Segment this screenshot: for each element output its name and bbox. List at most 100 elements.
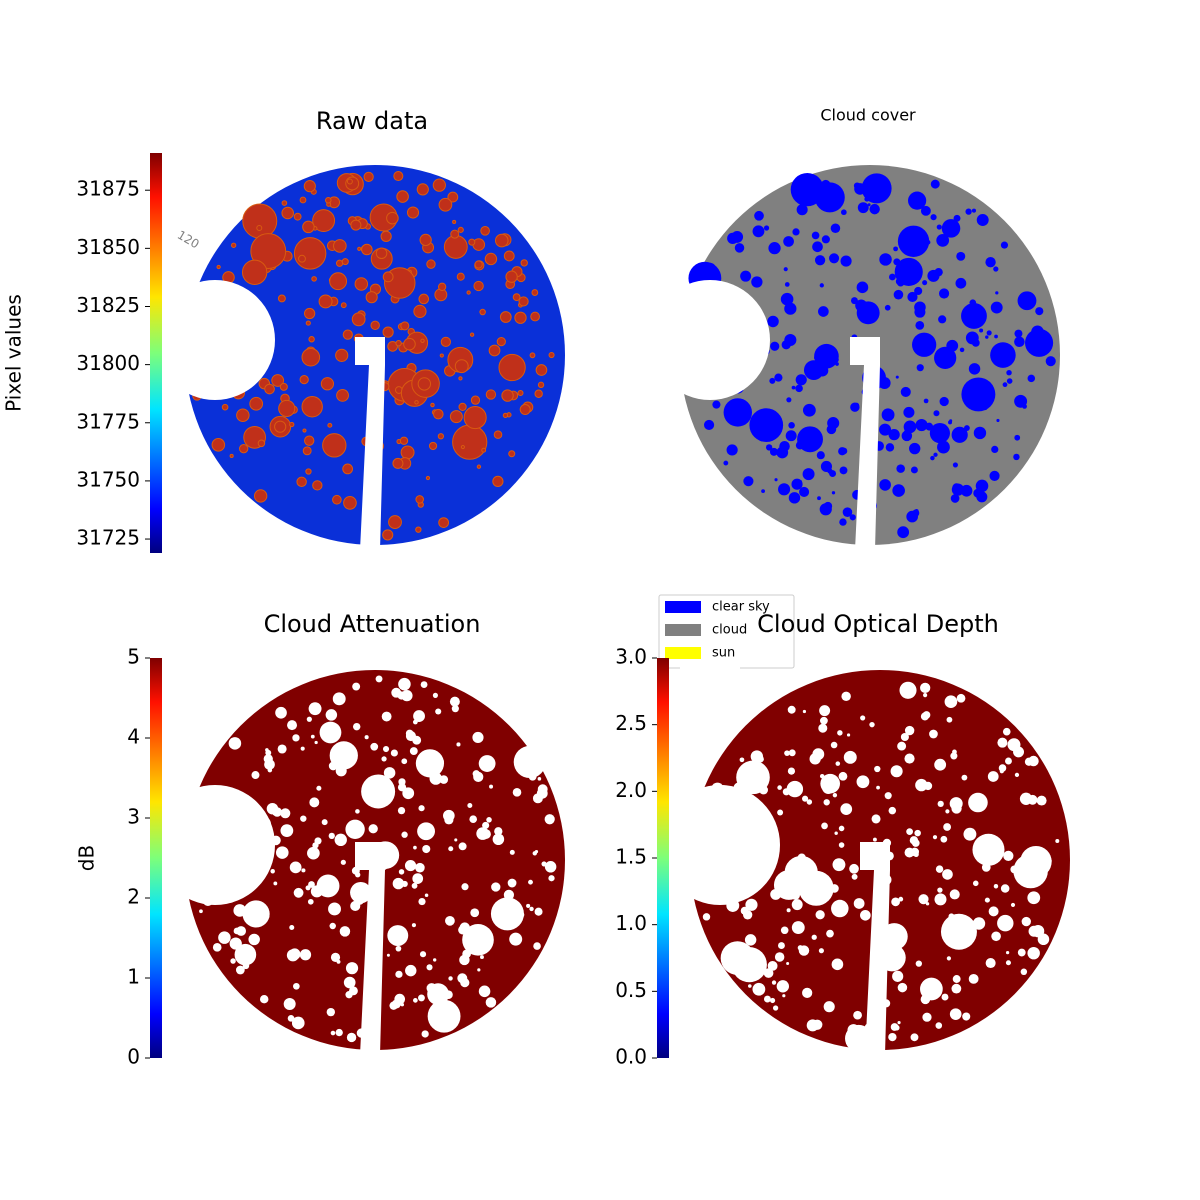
patch — [494, 233, 509, 248]
patch — [530, 311, 540, 322]
patch — [326, 1007, 335, 1017]
patch — [477, 968, 481, 972]
patch — [841, 691, 851, 702]
patch — [293, 982, 300, 990]
patch — [409, 747, 418, 755]
patch — [392, 457, 404, 469]
patch — [460, 444, 465, 450]
patch — [918, 894, 929, 905]
patch — [343, 976, 356, 989]
patch — [392, 877, 405, 890]
patch — [993, 266, 999, 272]
patch — [418, 293, 430, 305]
patch — [1017, 948, 1026, 957]
patch — [797, 945, 804, 951]
patch — [373, 796, 380, 804]
patch — [777, 809, 784, 816]
colorbar — [150, 153, 162, 553]
patch — [846, 733, 851, 737]
patch — [907, 291, 918, 303]
patch — [827, 417, 840, 430]
patch — [912, 332, 937, 357]
patch — [740, 906, 749, 915]
patch — [239, 443, 249, 454]
patch — [782, 994, 786, 998]
patch — [370, 320, 380, 331]
patch — [476, 464, 482, 469]
patch — [839, 466, 848, 475]
patch — [879, 479, 891, 491]
patch — [293, 237, 327, 270]
patch — [923, 398, 929, 404]
patch — [489, 784, 494, 789]
patch — [259, 994, 269, 1004]
patch — [899, 681, 917, 699]
patch — [937, 887, 943, 893]
patch — [906, 828, 913, 835]
patch — [853, 182, 861, 190]
colorbar-tick-label: 2.5 — [615, 711, 647, 735]
patch — [387, 341, 398, 352]
patch — [776, 980, 790, 993]
patch — [399, 436, 409, 445]
patch — [330, 1030, 336, 1036]
patch — [278, 399, 296, 417]
patch — [890, 765, 903, 778]
patch — [903, 420, 917, 434]
patch — [478, 755, 496, 772]
patch — [341, 258, 349, 266]
patch — [334, 833, 347, 847]
patch — [932, 835, 938, 840]
patch — [805, 188, 813, 195]
patch — [335, 348, 349, 362]
patch — [1014, 434, 1021, 441]
patch — [319, 721, 342, 744]
patch — [345, 819, 365, 840]
patch — [780, 926, 789, 935]
patch — [507, 878, 517, 888]
patch — [784, 750, 790, 756]
patch — [860, 909, 871, 921]
patch — [537, 777, 542, 781]
patch — [763, 995, 771, 1003]
patch — [233, 904, 247, 917]
patch — [830, 223, 841, 233]
patch — [426, 259, 436, 269]
patch — [791, 899, 803, 911]
patch — [425, 475, 431, 481]
patch — [942, 869, 953, 880]
patch — [993, 884, 999, 889]
patch — [798, 479, 803, 484]
colorbar-tick-label: 4 — [127, 725, 140, 749]
patch — [299, 196, 307, 204]
patch — [783, 236, 794, 247]
patch — [909, 442, 921, 455]
patch — [416, 183, 429, 196]
patch — [386, 953, 390, 957]
patch — [929, 423, 950, 444]
patch — [443, 234, 468, 259]
patch — [930, 455, 935, 461]
patch — [881, 408, 895, 422]
patch — [802, 468, 815, 481]
patch — [915, 418, 928, 432]
patch — [940, 835, 948, 843]
patch — [1027, 891, 1041, 905]
patch — [792, 228, 800, 236]
patch — [952, 975, 961, 983]
patch — [784, 282, 790, 287]
patch — [884, 304, 891, 311]
patch — [406, 206, 420, 219]
patch — [930, 179, 940, 189]
patch — [703, 419, 715, 431]
mask — [175, 660, 235, 690]
patch — [991, 931, 1001, 942]
patch — [335, 1028, 343, 1037]
patch — [548, 875, 555, 882]
patch — [952, 462, 958, 468]
patch — [417, 822, 435, 841]
colorbar-tick-label: 0.5 — [615, 978, 647, 1002]
patch — [426, 964, 433, 971]
patch — [1036, 795, 1047, 806]
patch — [723, 460, 729, 466]
